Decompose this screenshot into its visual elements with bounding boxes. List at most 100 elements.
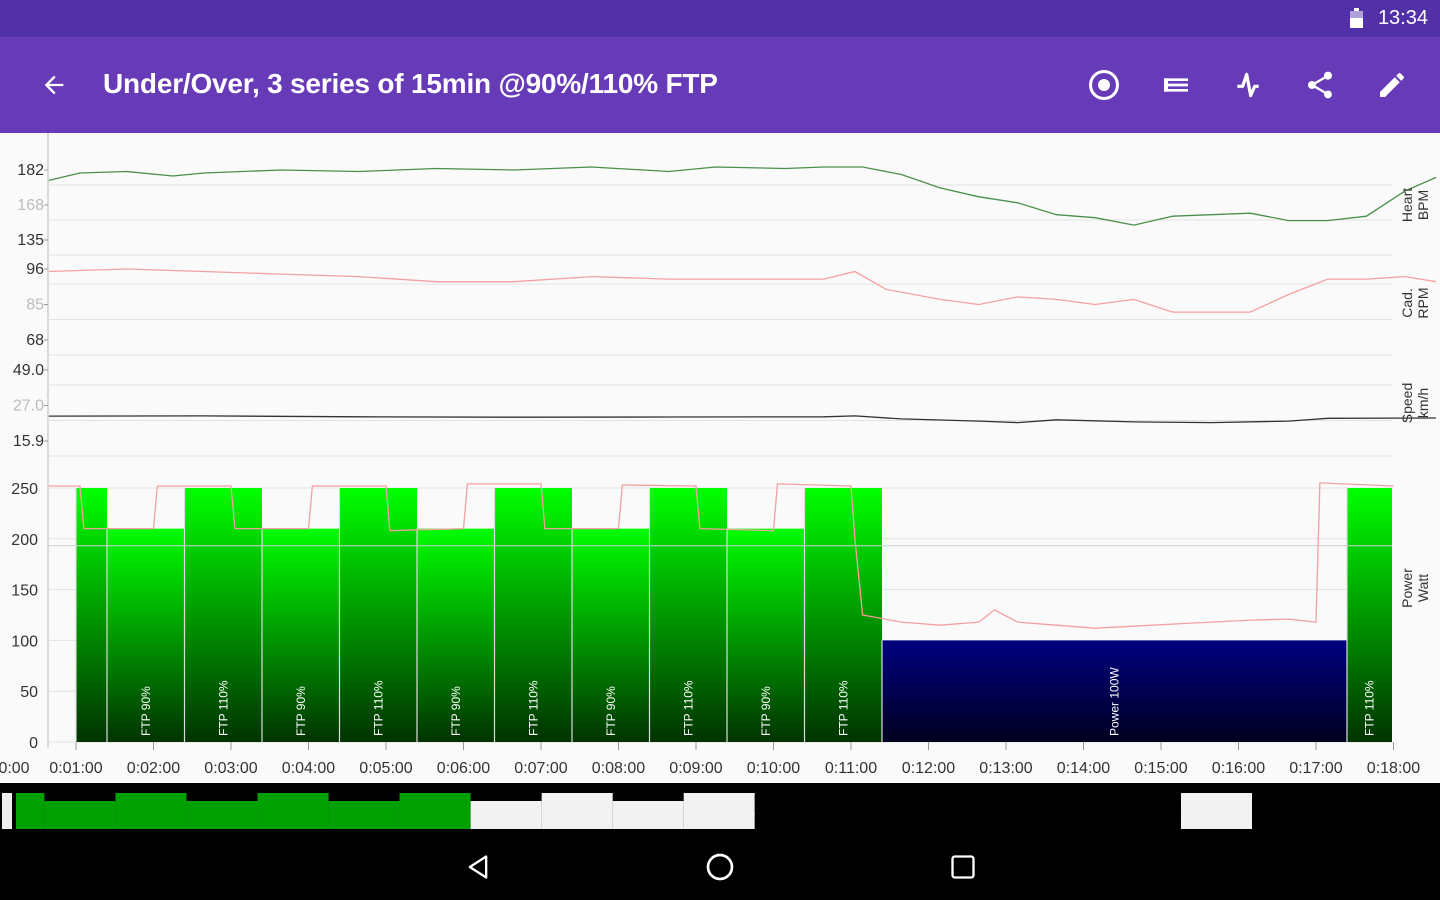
x-tick-label: 0:14:00 xyxy=(1057,760,1110,777)
y-tick-power: 200 xyxy=(11,532,38,549)
power-bar-label: FTP 90% xyxy=(449,686,463,736)
overview-block xyxy=(754,815,1181,829)
power-bar xyxy=(649,488,727,742)
x-tick-label: 0:02:00 xyxy=(127,760,180,777)
y-tick-power: 50 xyxy=(20,684,38,701)
nav-home-icon[interactable] xyxy=(698,845,742,889)
x-tick-label: 0:08:00 xyxy=(592,760,645,777)
power-bar-label: FTP 90% xyxy=(139,686,153,736)
y-tick-heart: 135 xyxy=(17,232,44,249)
overview-block xyxy=(470,801,542,829)
activity-icon[interactable] xyxy=(1224,61,1272,109)
workout-overview-bar[interactable] xyxy=(0,783,1440,831)
x-tick-label: 0:10:00 xyxy=(747,760,800,777)
x-tick-label: 0:07:00 xyxy=(514,760,567,777)
x-tick-label: 0:11:00 xyxy=(825,760,877,777)
y-tick-power: 100 xyxy=(11,633,38,650)
battery-icon xyxy=(1350,8,1363,28)
app-bar: Under/Over, 3 series of 15min @90%/110% … xyxy=(0,37,1440,133)
y-tick-cadence: 85 xyxy=(26,297,44,314)
clock: 13:34 xyxy=(1377,7,1428,29)
y-tick-speed: 15.9 xyxy=(13,433,44,450)
axis-title-power: Power Watt xyxy=(1399,568,1431,608)
x-tick-label: 0:06:00 xyxy=(437,760,490,777)
power-bar xyxy=(76,488,107,742)
y-tick-cadence: 68 xyxy=(26,332,44,349)
status-bar: 13:34 xyxy=(0,0,1440,37)
overview-steady xyxy=(754,795,1181,813)
axis-title-line: BPM xyxy=(1415,190,1431,220)
power-bar-label: FTP 110% xyxy=(526,680,540,736)
power-bar xyxy=(727,528,805,742)
axis-title-line: Watt xyxy=(1415,574,1431,602)
system-navigation-bar xyxy=(0,831,1440,900)
series-line-power xyxy=(48,482,1394,629)
power-bar xyxy=(494,488,572,742)
x-tick-label: 0:09:00 xyxy=(669,760,722,777)
x-tick-label: 0:03:00 xyxy=(204,760,257,777)
edit-icon[interactable] xyxy=(1368,61,1416,109)
axis-title-line: RPM xyxy=(1415,287,1431,318)
x-tick-label: 0:15:00 xyxy=(1134,760,1187,777)
power-bar xyxy=(572,528,650,742)
axis-title-cadence: Cad. RPM xyxy=(1399,287,1431,318)
record-icon[interactable] xyxy=(1080,61,1128,109)
power-bar xyxy=(184,488,262,742)
overview-block xyxy=(541,793,613,829)
power-bar-label: FTP 110% xyxy=(681,680,695,736)
overview-block xyxy=(186,801,258,829)
share-icon[interactable] xyxy=(1296,61,1344,109)
axis-title-line: Heart xyxy=(1399,188,1415,222)
power-bar-label: Power 100W xyxy=(1108,667,1122,736)
power-bar xyxy=(882,640,1347,742)
overview-block xyxy=(257,793,329,829)
power-bar-label: FTP 110% xyxy=(1363,680,1377,736)
power-bar-label: FTP 90% xyxy=(294,686,308,736)
overview-block xyxy=(44,801,116,829)
power-bar-label: FTP 110% xyxy=(836,680,850,736)
power-bar xyxy=(107,528,185,742)
overview-block xyxy=(1180,793,1252,829)
power-bar-label: FTP 90% xyxy=(759,686,773,736)
page-title: Under/Over, 3 series of 15min @90%/110% … xyxy=(103,68,718,99)
y-tick-heart: 182 xyxy=(17,162,44,179)
power-bar xyxy=(804,488,882,742)
x-tick-label: 0:12:00 xyxy=(902,760,955,777)
axis-titles: Heart BPM Cad. RPM Speed km/h Power Watt xyxy=(1399,188,1431,608)
power-bars: FTP 90% FTP 110% FTP 90% FTP 110% FTP 90% FTP… xyxy=(76,488,1392,742)
y-tick-cadence: 96 xyxy=(26,261,44,278)
x-tick-label: 0:05:00 xyxy=(359,760,412,777)
x-tick-label: 0:18:00 xyxy=(1367,760,1420,777)
power-bar xyxy=(262,528,340,742)
axis-title-line: Speed xyxy=(1399,383,1415,423)
overview-block xyxy=(115,793,187,829)
x-tick-label: 0:13:00 xyxy=(979,760,1032,777)
overview-block xyxy=(16,793,45,829)
bar-dividers xyxy=(48,488,1392,742)
overview-progress xyxy=(399,793,445,829)
axis-title-line: km/h xyxy=(1415,388,1431,418)
overview-strip[interactable] xyxy=(0,783,1440,831)
series-line-heart xyxy=(48,166,1437,226)
overview-start xyxy=(2,793,12,829)
overview-block xyxy=(683,793,755,829)
chart-canvas[interactable]: FTP 90% FTP 110% FTP 90% FTP 110% FTP 90% FTP… xyxy=(0,133,1440,783)
y-tick-power: 0 xyxy=(29,735,38,752)
axis-title-heart: Heart BPM xyxy=(1399,188,1431,222)
power-bar-label: FTP 90% xyxy=(604,686,618,736)
nav-back-icon[interactable] xyxy=(456,845,500,889)
axis-title-speed: Speed km/h xyxy=(1399,383,1431,423)
list-icon[interactable] xyxy=(1152,61,1200,109)
power-bar-label: FTP 110% xyxy=(371,680,385,736)
nav-recents-icon[interactable] xyxy=(941,845,985,889)
y-tick-heart: 168 xyxy=(17,197,44,214)
x-axis-ticks: 0:00 0:01:00 0:02:00 0:03:00 0:04:00 0:05:00 0… xyxy=(0,760,1420,777)
series-line-speed xyxy=(48,415,1437,424)
axis-title-line: Cad. xyxy=(1399,288,1415,318)
workout-chart[interactable]: FTP 90% FTP 110% FTP 90% FTP 110% FTP 90% FTP… xyxy=(0,133,1440,783)
x-tick-label: 0:16:00 xyxy=(1212,760,1265,777)
back-arrow-icon[interactable] xyxy=(30,61,78,109)
y-tick-power: 150 xyxy=(11,583,38,600)
y-tick-power: 250 xyxy=(11,481,38,498)
overview-block xyxy=(328,801,400,829)
